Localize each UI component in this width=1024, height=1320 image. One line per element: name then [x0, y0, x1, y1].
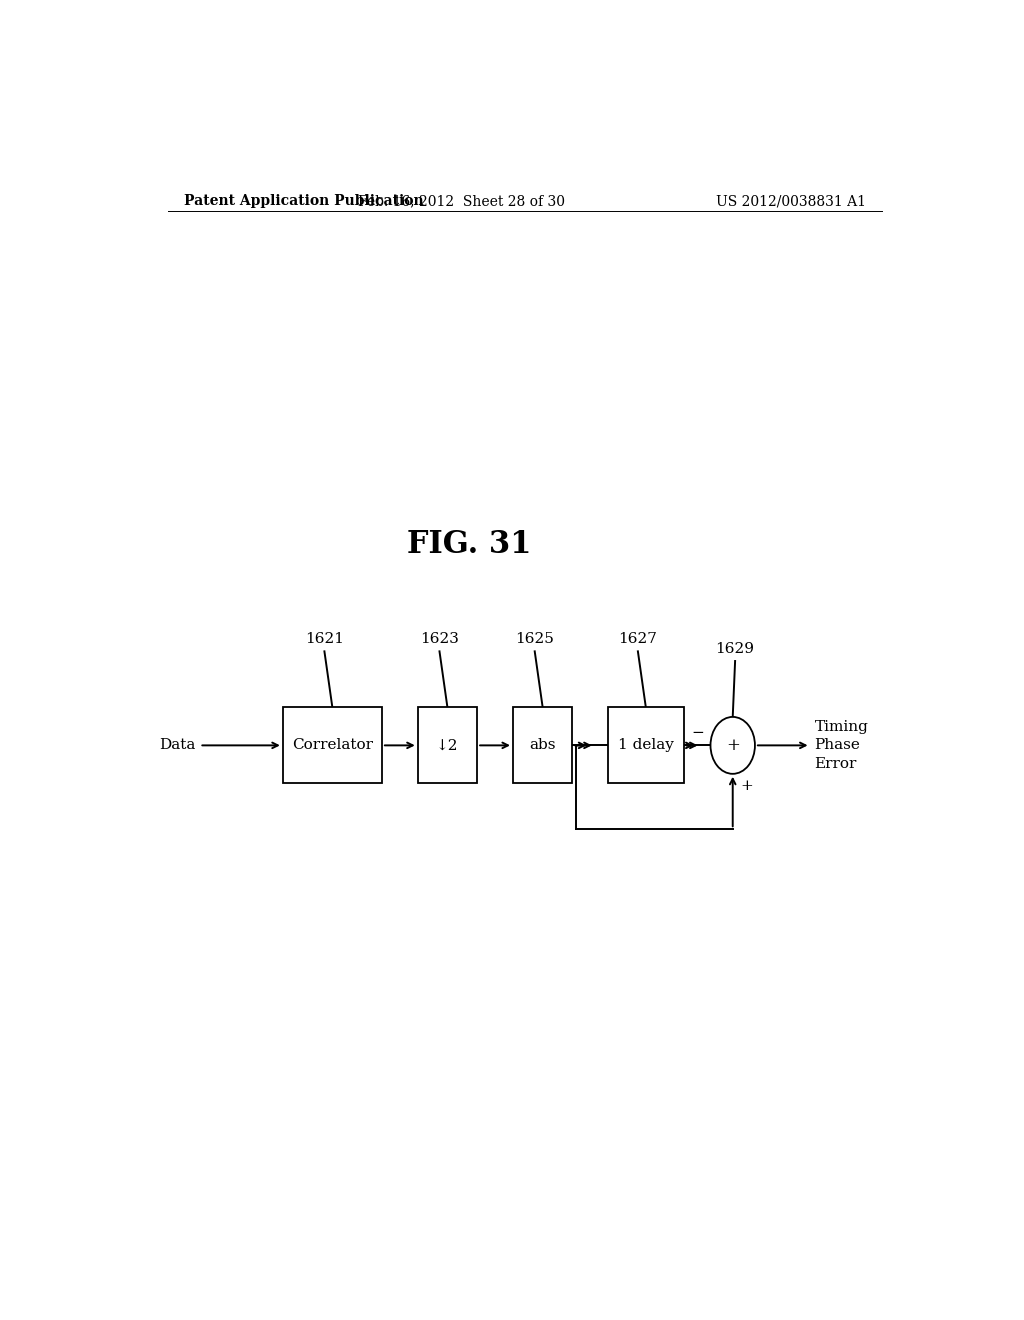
Text: Feb. 16, 2012  Sheet 28 of 30: Feb. 16, 2012 Sheet 28 of 30 [357, 194, 565, 209]
Bar [418, 708, 477, 784]
Bar [513, 708, 572, 784]
Text: ↓2: ↓2 [436, 738, 459, 752]
Text: 1627: 1627 [618, 632, 657, 647]
Bar [283, 708, 382, 784]
Text: FIG. 31: FIG. 31 [408, 529, 531, 560]
Text: 1623: 1623 [420, 632, 459, 647]
Text: Data: Data [159, 738, 196, 752]
Text: −: − [691, 726, 705, 739]
Text: 1625: 1625 [515, 632, 554, 647]
Circle shape [711, 717, 755, 774]
Text: 1621: 1621 [305, 632, 344, 647]
Text: Patent Application Publication: Patent Application Publication [183, 194, 423, 209]
Text: US 2012/0038831 A1: US 2012/0038831 A1 [716, 194, 866, 209]
Text: 1629: 1629 [716, 642, 755, 656]
Text: abs: abs [529, 738, 556, 752]
Text: Correlator: Correlator [292, 738, 373, 752]
Text: Timing
Phase
Error: Timing Phase Error [814, 719, 868, 771]
Text: 1 delay: 1 delay [617, 738, 674, 752]
Bar [608, 708, 683, 784]
Text: +: + [740, 779, 754, 793]
Text: +: + [726, 737, 739, 754]
